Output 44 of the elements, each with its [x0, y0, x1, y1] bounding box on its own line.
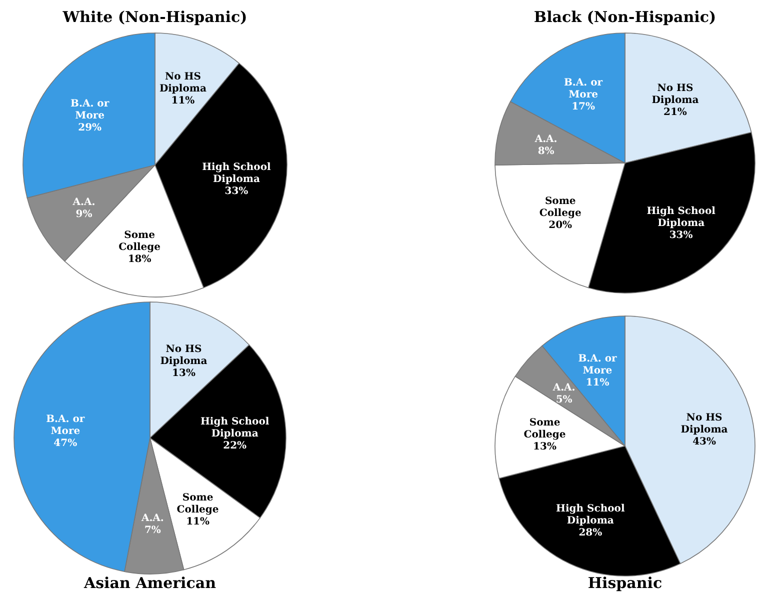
data-label: 13%	[533, 441, 557, 452]
slice-label: Some College	[524, 417, 566, 440]
slice-label: No HS Diploma	[652, 83, 700, 106]
slice-label: B.A. or More	[578, 354, 618, 377]
data-label: 22%	[223, 440, 248, 452]
data-label: 11%	[171, 95, 196, 106]
data-label: 5%	[556, 394, 573, 406]
slice-label: No HS Diploma	[159, 71, 207, 94]
data-label: 8%	[538, 146, 555, 157]
slice-label: Some College	[176, 492, 219, 516]
data-label: 28%	[578, 528, 603, 539]
slice-label: A.A.	[552, 382, 576, 394]
slice-label: B.A. or More	[564, 77, 604, 100]
text: Asian American	[82, 574, 216, 592]
chart-title: White (Non-Hispanic)	[62, 8, 248, 26]
data-label: 33%	[669, 230, 694, 241]
slice-label: No HS Diploma	[160, 344, 208, 367]
slice-label: Some College	[118, 230, 161, 254]
data-label: 29%	[78, 122, 102, 134]
chart-title: Black (Non-Hispanic)	[534, 8, 716, 26]
slice-label: High School Diploma	[200, 416, 270, 440]
slice-label: B.A. or More	[46, 414, 86, 437]
slice-label: No HS Diploma	[680, 412, 728, 436]
slice-label: High School Diploma	[202, 162, 272, 185]
slice-label: Some College	[539, 196, 582, 220]
data-label: 11%	[186, 516, 210, 528]
data-label: 17%	[572, 101, 596, 112]
data-label: 11%	[586, 378, 610, 389]
slice-label: B.A. or More	[70, 98, 110, 122]
data-label: 47%	[54, 438, 78, 449]
data-label: 13%	[172, 368, 196, 379]
data-label: 18%	[128, 254, 152, 266]
text: Hispanic	[588, 574, 662, 592]
slice-label: High School Diploma	[556, 504, 625, 527]
data-label: 21%	[664, 107, 688, 118]
data-label: 20%	[548, 220, 573, 232]
slice-label: A.A.	[140, 512, 164, 524]
data-label: 33%	[224, 186, 249, 197]
data-label: 7%	[144, 524, 162, 536]
data-label: 9%	[76, 208, 93, 220]
slice-label: A.A.	[72, 196, 96, 208]
slice-label: High School Diploma	[646, 206, 716, 229]
data-label: 43%	[692, 436, 716, 448]
slice-label: A.A.	[534, 134, 558, 145]
